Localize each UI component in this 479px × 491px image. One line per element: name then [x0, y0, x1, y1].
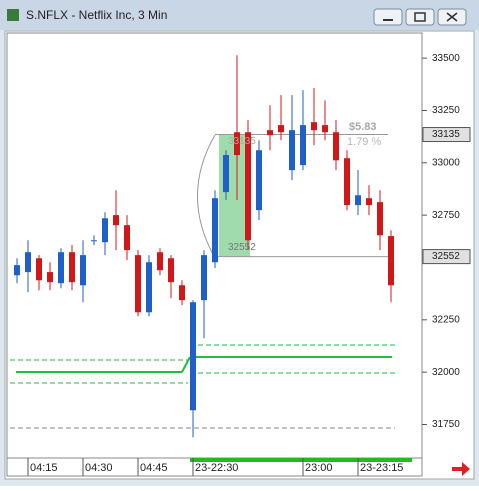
measure-percent: 1.79 %: [347, 136, 381, 148]
y-tick-label: 32250: [432, 314, 460, 325]
y-tick-label: 33000: [432, 157, 460, 168]
candle-body: [58, 252, 64, 284]
candle-body: [300, 125, 306, 166]
candle-body: [278, 125, 284, 133]
x-tick-label: 23-23:15: [360, 462, 403, 474]
candle-body: [179, 285, 185, 301]
candle-body: [190, 302, 196, 411]
window-title: S.NFLX - Netflix Inc, 3 Min: [26, 8, 167, 22]
price-marker-label: 32552: [432, 251, 460, 262]
candle-body: [146, 262, 152, 313]
x-tick-label: 23:00: [305, 462, 333, 474]
candle-body: [135, 255, 141, 313]
candle-body: [102, 218, 108, 243]
candle-body: [124, 225, 130, 251]
candle-body: [223, 155, 229, 193]
drawing-lines: [10, 134, 395, 429]
y-tick-label: 32000: [432, 367, 460, 378]
x-tick-label: 04:30: [85, 462, 113, 474]
candle-body: [344, 158, 350, 206]
candle-body: [212, 198, 218, 263]
candle-body: [36, 258, 42, 281]
candle-body: [377, 202, 383, 236]
candle-body: [234, 132, 240, 156]
maximize-icon: [414, 12, 426, 22]
price-marker: [422, 127, 471, 143]
candle-body: [333, 132, 339, 161]
measure-high-label: 33135: [228, 136, 256, 147]
candle-body: [289, 130, 295, 171]
candle-body: [47, 272, 53, 283]
y-tick-label: 31750: [432, 419, 460, 430]
y-tick-label: 33500: [432, 53, 460, 64]
x-tick-label: 23-22:30: [195, 462, 238, 474]
minimize-button[interactable]: [373, 8, 403, 26]
measure-low-label: 32552: [228, 242, 256, 253]
candle-body: [201, 255, 207, 301]
measure-change: $5.83: [349, 121, 377, 133]
candle-body: [69, 252, 75, 283]
candle-body: [388, 236, 394, 286]
candle-body: [256, 150, 262, 211]
candle-body: [322, 125, 328, 133]
price-marker: [422, 249, 471, 265]
price-marker-label: 33135: [432, 129, 460, 140]
x-tick-label: 04:45: [140, 462, 168, 474]
candle-body: [14, 265, 20, 276]
app-icon: [7, 9, 19, 21]
y-tick-label: 33250: [432, 105, 460, 116]
close-icon: [446, 12, 458, 22]
x-tick-label: 04:15: [30, 462, 58, 474]
candle-body: [25, 252, 31, 273]
candle-body: [267, 130, 273, 136]
candle-body: [168, 258, 174, 283]
candle-body: [355, 195, 361, 206]
candle-body: [91, 240, 97, 242]
candle-body: [245, 132, 251, 241]
maximize-button[interactable]: [405, 8, 435, 26]
session-bar: [190, 458, 412, 462]
candle-body: [113, 215, 119, 226]
candle-body: [311, 122, 317, 131]
candle-body: [157, 252, 163, 271]
candle-body: [80, 255, 86, 286]
scroll-arrow[interactable]: [452, 462, 470, 476]
y-tick-label: 32750: [432, 210, 460, 221]
candle-body: [366, 198, 372, 206]
